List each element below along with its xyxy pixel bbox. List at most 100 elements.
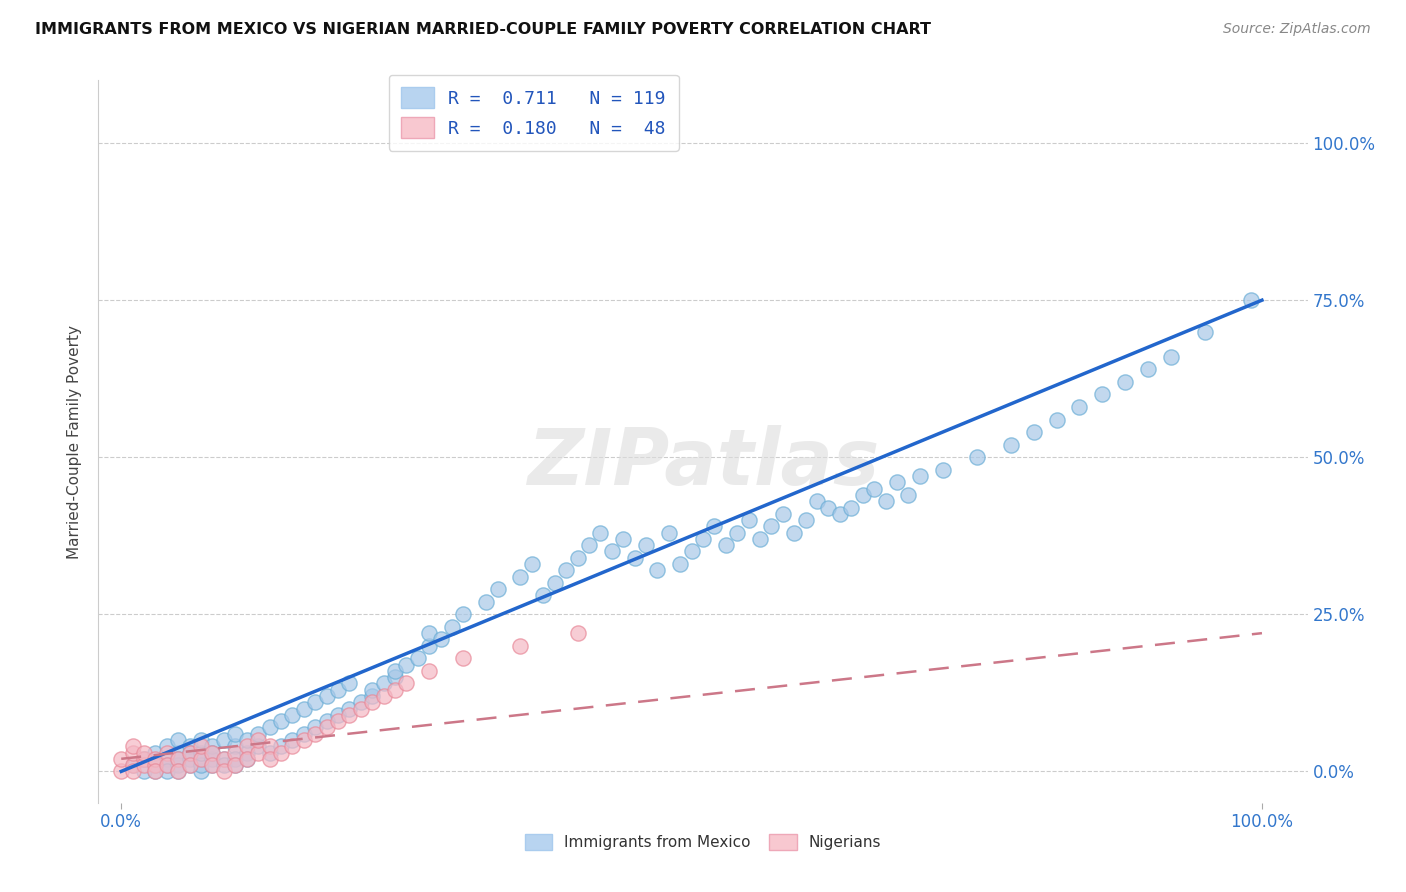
Point <box>259 752 281 766</box>
Point <box>212 758 235 772</box>
Point <box>235 752 257 766</box>
Point <box>190 733 212 747</box>
Point <box>1000 438 1022 452</box>
Point <box>384 670 406 684</box>
Point <box>600 544 623 558</box>
Point <box>247 727 270 741</box>
Point <box>783 525 806 540</box>
Point <box>247 733 270 747</box>
Point <box>531 589 554 603</box>
Text: Source: ZipAtlas.com: Source: ZipAtlas.com <box>1223 22 1371 37</box>
Point <box>806 494 828 508</box>
Point <box>121 739 143 754</box>
Point <box>567 550 589 565</box>
Point <box>361 695 384 709</box>
Point <box>156 758 179 772</box>
Point <box>418 626 440 640</box>
Point <box>749 532 772 546</box>
Point <box>224 727 246 741</box>
Point <box>259 720 281 734</box>
Point <box>361 682 384 697</box>
Point <box>281 733 304 747</box>
Point <box>132 752 155 766</box>
Point <box>201 752 224 766</box>
Point <box>132 746 155 760</box>
Point <box>201 746 224 760</box>
Point <box>350 695 373 709</box>
Point <box>190 752 212 766</box>
Point <box>235 746 257 760</box>
Point <box>281 707 304 722</box>
Point <box>167 758 190 772</box>
Point <box>121 758 143 772</box>
Point <box>179 758 201 772</box>
Point <box>121 764 143 779</box>
Point <box>555 563 578 577</box>
Point <box>612 532 634 546</box>
Point <box>567 626 589 640</box>
Point <box>453 651 475 665</box>
Point <box>1160 350 1182 364</box>
Point <box>441 620 464 634</box>
Point <box>863 482 886 496</box>
Point <box>647 563 669 577</box>
Point <box>167 764 190 779</box>
Point <box>190 739 212 754</box>
Point <box>326 714 349 728</box>
Point <box>692 532 714 546</box>
Point <box>190 764 212 779</box>
Point <box>418 664 440 678</box>
Point <box>623 550 645 565</box>
Point <box>1136 362 1159 376</box>
Point <box>475 595 498 609</box>
Point <box>966 450 988 465</box>
Point <box>304 695 326 709</box>
Point <box>201 746 224 760</box>
Point <box>772 507 794 521</box>
Point <box>737 513 759 527</box>
Point <box>1194 325 1216 339</box>
Point <box>725 525 748 540</box>
Point <box>544 575 567 590</box>
Point <box>304 720 326 734</box>
Point <box>395 676 418 690</box>
Point <box>326 682 349 697</box>
Point <box>908 469 931 483</box>
Point <box>190 752 212 766</box>
Y-axis label: Married-Couple Family Poverty: Married-Couple Family Poverty <box>67 325 83 558</box>
Point <box>201 739 224 754</box>
Point <box>190 758 212 772</box>
Point <box>224 758 246 772</box>
Point <box>145 764 167 779</box>
Point <box>292 701 315 715</box>
Point <box>179 746 201 760</box>
Point <box>384 664 406 678</box>
Point <box>828 507 851 521</box>
Point <box>156 746 179 760</box>
Point <box>886 475 908 490</box>
Point <box>167 733 190 747</box>
Point <box>453 607 475 622</box>
Point <box>406 651 429 665</box>
Point <box>270 739 292 754</box>
Point <box>156 752 179 766</box>
Point <box>132 764 155 779</box>
Point <box>167 746 190 760</box>
Point <box>852 488 875 502</box>
Point <box>212 752 235 766</box>
Point <box>509 639 531 653</box>
Point <box>156 764 179 779</box>
Point <box>509 569 531 583</box>
Point <box>224 746 246 760</box>
Point <box>703 519 725 533</box>
Point <box>224 739 246 754</box>
Point <box>190 746 212 760</box>
Point <box>235 733 257 747</box>
Point <box>589 525 612 540</box>
Point <box>429 632 451 647</box>
Point <box>145 746 167 760</box>
Point <box>247 739 270 754</box>
Point <box>224 758 246 772</box>
Point <box>121 746 143 760</box>
Point <box>179 758 201 772</box>
